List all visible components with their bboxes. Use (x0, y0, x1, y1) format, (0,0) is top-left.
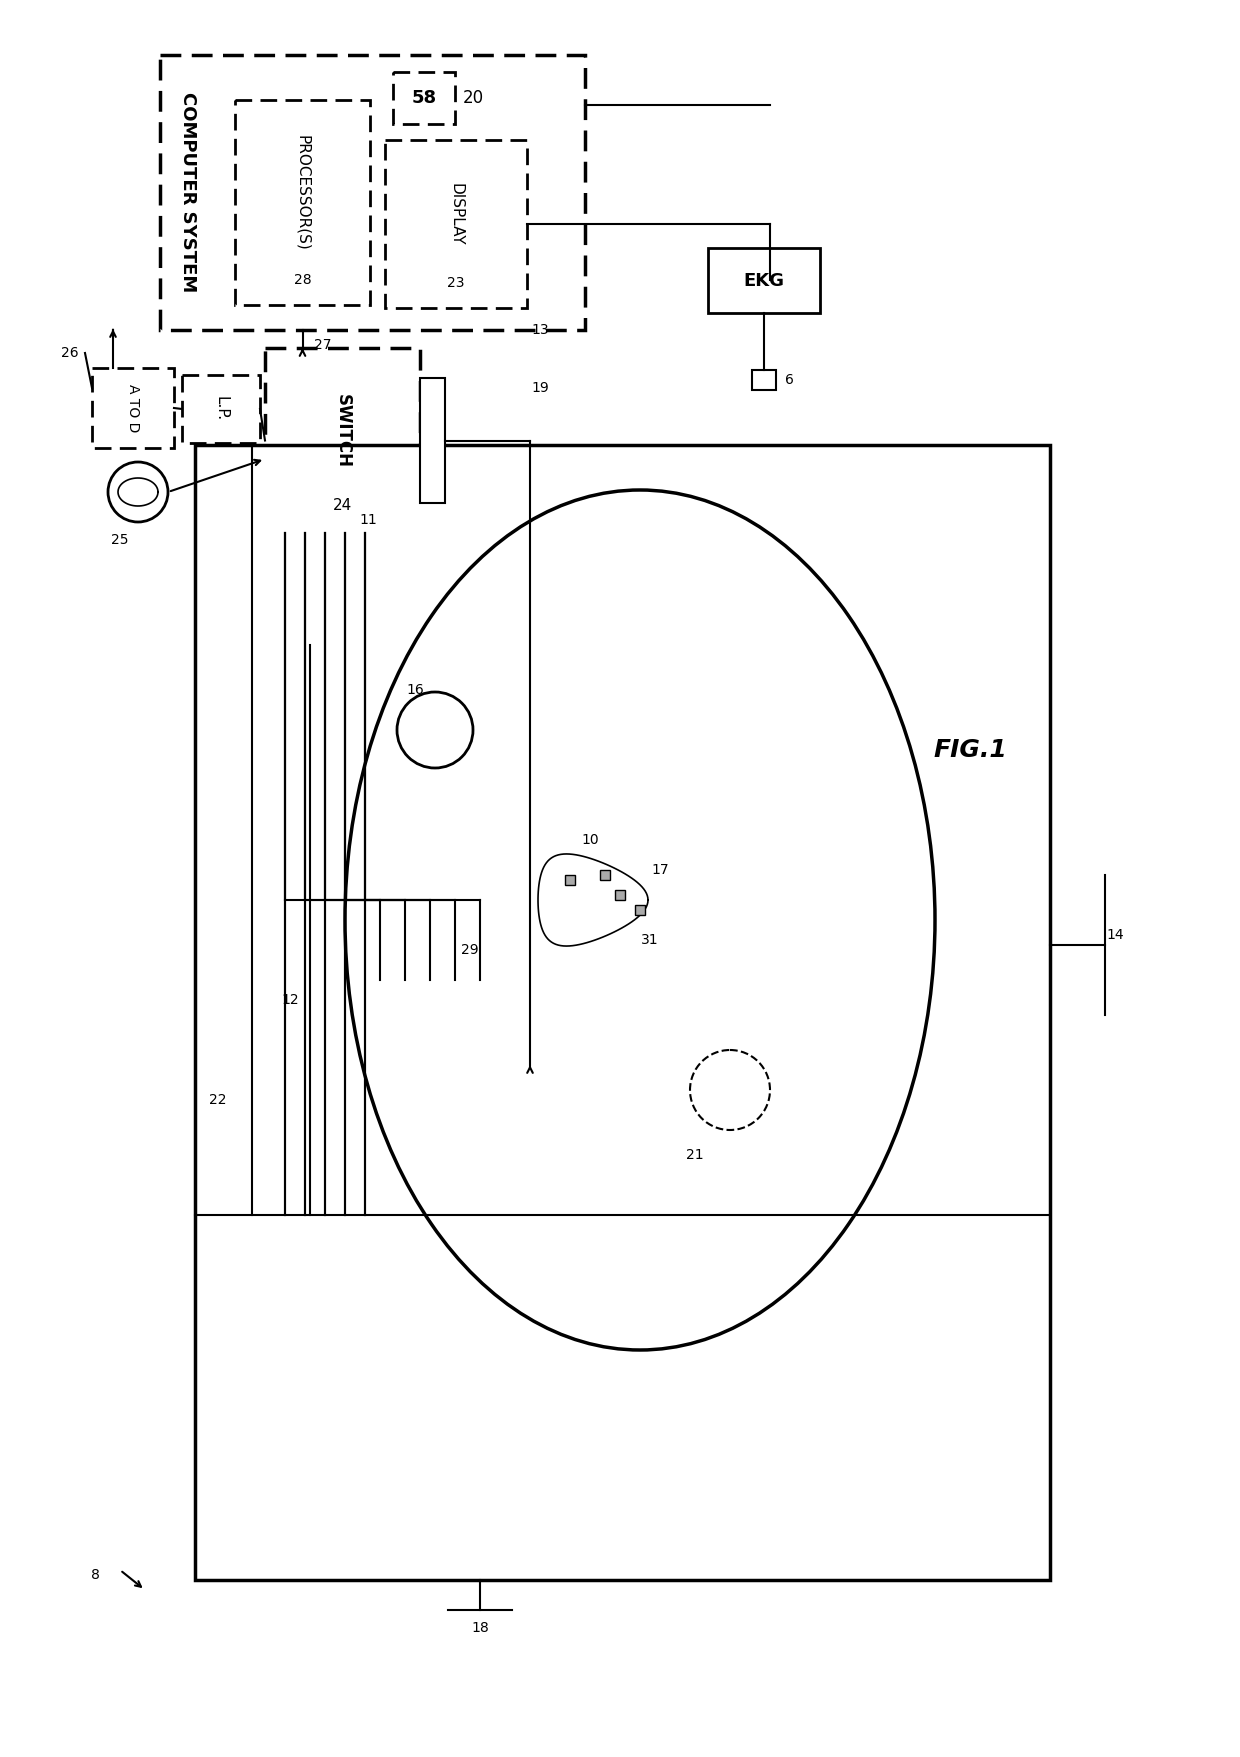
Text: 19: 19 (531, 381, 549, 395)
Text: 28: 28 (294, 272, 311, 286)
Text: 14: 14 (1106, 928, 1123, 942)
Text: PROCESSOR(S): PROCESSOR(S) (295, 135, 310, 251)
Text: 31: 31 (641, 933, 658, 947)
Text: 6: 6 (785, 372, 794, 387)
Bar (615, 891, 625, 900)
Text: DISPLAY: DISPLAY (449, 183, 464, 246)
Text: 16: 16 (407, 683, 424, 698)
Bar (751, 371, 776, 390)
Text: COMPUTER SYSTEM: COMPUTER SYSTEM (179, 93, 197, 293)
Text: 25: 25 (112, 532, 129, 546)
Text: A TO D: A TO D (126, 383, 140, 432)
Bar (92, 367, 174, 448)
Bar (565, 875, 575, 886)
Text: 24: 24 (332, 497, 352, 513)
Text: 22: 22 (210, 1093, 227, 1107)
Text: 18: 18 (471, 1622, 489, 1636)
Text: 21: 21 (686, 1147, 704, 1161)
Text: 27: 27 (314, 337, 331, 351)
Bar (635, 905, 645, 915)
Text: 58: 58 (412, 90, 436, 107)
Bar (195, 445, 1050, 1580)
Text: 23: 23 (448, 276, 465, 290)
Text: 20: 20 (463, 90, 484, 107)
Bar (420, 378, 445, 503)
Bar (384, 141, 527, 307)
Text: L.P.: L.P. (213, 397, 228, 422)
Text: 13: 13 (531, 323, 549, 337)
Text: EKG: EKG (744, 272, 785, 290)
Bar (160, 54, 585, 330)
Text: 17: 17 (651, 863, 668, 877)
Bar (265, 348, 420, 532)
Bar (182, 374, 260, 443)
Bar (600, 870, 610, 880)
Text: SWITCH: SWITCH (334, 394, 351, 467)
Text: 10: 10 (582, 833, 599, 847)
Text: 29: 29 (461, 944, 479, 958)
Bar (236, 100, 370, 306)
Text: 8: 8 (91, 1567, 99, 1581)
Text: 11: 11 (360, 513, 377, 527)
Text: 26: 26 (61, 346, 79, 360)
Text: FIG.1: FIG.1 (934, 738, 1007, 763)
Text: 12: 12 (281, 993, 299, 1007)
Bar (708, 248, 820, 313)
Bar (393, 72, 455, 125)
